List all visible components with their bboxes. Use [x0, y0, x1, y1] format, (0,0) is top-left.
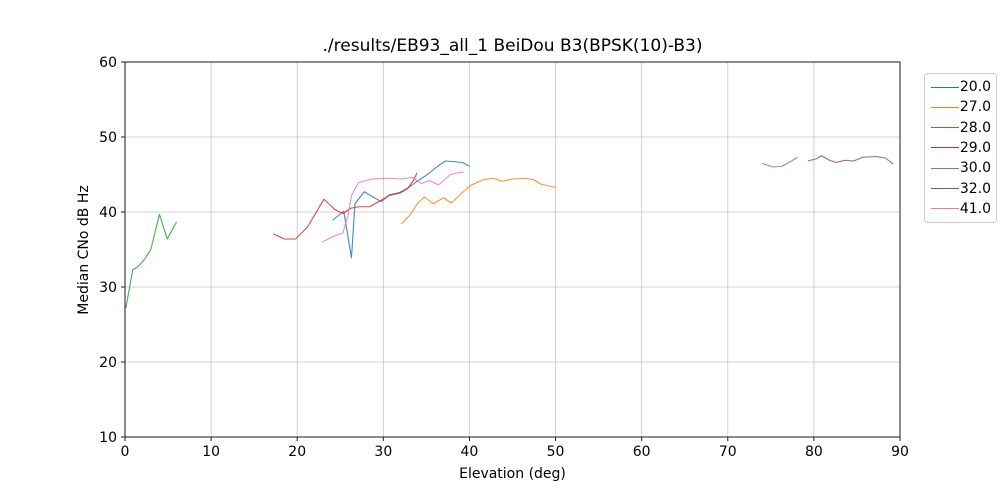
x-tick-label: 10	[202, 444, 220, 460]
y-tick-label: 50	[99, 130, 117, 146]
y-tick-label: 20	[99, 355, 117, 371]
legend-line-swatch-icon	[931, 86, 959, 88]
legend-line-swatch-icon	[931, 188, 959, 190]
y-tick-label: 30	[99, 280, 117, 296]
legend-label: 28.0	[959, 119, 991, 136]
x-tick-label: 80	[805, 444, 823, 460]
legend-label: 29.0	[959, 139, 991, 156]
series-line-28.0	[125, 213, 178, 309]
series-line-27.0	[401, 177, 556, 225]
legend-line-swatch-icon	[931, 127, 959, 129]
series-line-32.0	[807, 155, 894, 165]
y-tick-label: 10	[99, 430, 117, 446]
y-tick-label: 60	[99, 55, 117, 71]
legend-label: 27.0	[959, 99, 991, 116]
x-tick-label: 70	[719, 444, 737, 460]
legend-label: 20.0	[959, 79, 991, 96]
legend: 20.0 27.0 28.0 29.0 30.0 32.0 41.0	[924, 73, 997, 223]
series-line-30.0	[762, 156, 798, 168]
x-tick-label: 90	[891, 444, 909, 460]
x-axis-label: Elevation (deg)	[459, 466, 566, 482]
series-line-41.0	[321, 171, 464, 243]
series-line-29.0	[272, 172, 418, 240]
legend-item: 29.0	[925, 138, 996, 158]
legend-line-swatch-icon	[931, 147, 959, 149]
x-tick-label: 0	[121, 444, 130, 460]
legend-item: 20.0	[925, 77, 996, 97]
legend-label: 32.0	[959, 180, 991, 197]
x-tick-label: 40	[461, 444, 479, 460]
legend-item: 32.0	[925, 179, 996, 199]
chart-title: ./results/EB93_all_1 BeiDou B3(BPSK(10)-…	[322, 36, 703, 56]
x-tick-label: 30	[374, 444, 392, 460]
x-tick-label: 60	[633, 444, 651, 460]
x-tick-label: 20	[288, 444, 306, 460]
x-tick-label: 50	[547, 444, 565, 460]
legend-label: 30.0	[959, 160, 991, 177]
y-tick-label: 40	[99, 205, 117, 221]
legend-item: 27.0	[925, 97, 996, 117]
axes-spines	[124, 61, 901, 438]
legend-line-swatch-icon	[931, 106, 959, 108]
legend-item: 30.0	[925, 158, 996, 178]
legend-label: 41.0	[959, 200, 991, 217]
legend-line-swatch-icon	[931, 208, 959, 210]
legend-item: 41.0	[925, 199, 996, 219]
legend-line-swatch-icon	[931, 167, 959, 169]
legend-item: 28.0	[925, 118, 996, 138]
series-line-20.0	[332, 160, 470, 259]
